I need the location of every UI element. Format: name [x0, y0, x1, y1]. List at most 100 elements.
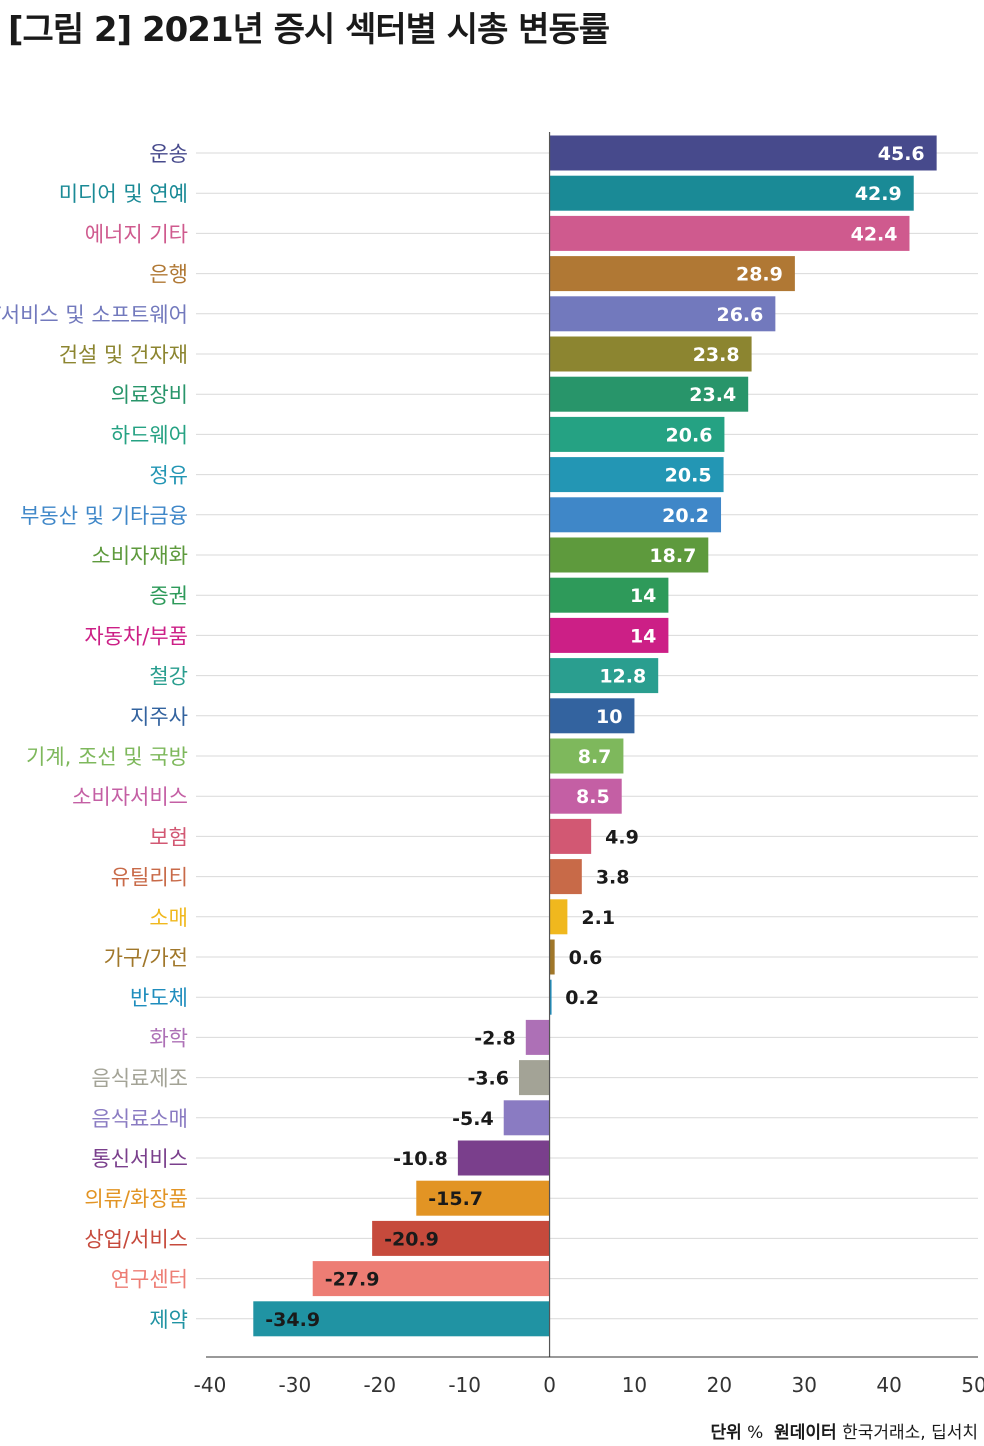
category-label: 소매: [149, 906, 188, 930]
category-label: 반도체: [130, 986, 188, 1010]
category-label: 연구센터: [111, 1268, 188, 1292]
value-label: 0.6: [569, 947, 603, 969]
value-label: 42.4: [851, 223, 898, 245]
category-label: IT서비스 및 소프트웨어: [0, 303, 188, 327]
category-label: 운송: [149, 142, 188, 166]
value-label: -20.9: [384, 1228, 439, 1250]
category-label: 지주사: [130, 705, 188, 729]
value-label: 4.9: [605, 826, 639, 848]
value-label: -10.8: [393, 1148, 448, 1170]
bar: [549, 457, 724, 493]
x-tick-label: 0: [543, 1373, 556, 1397]
bar: [549, 416, 725, 452]
value-label: 3.8: [596, 867, 630, 889]
value-label: -2.8: [474, 1027, 516, 1049]
bar: [549, 617, 669, 653]
bar: [549, 939, 555, 975]
bar: [549, 537, 709, 573]
source-value: 한국거래소, 딥서치: [842, 1423, 978, 1443]
source-label: 원데이터: [774, 1423, 837, 1443]
bar: [549, 899, 568, 935]
value-label: 14: [630, 585, 656, 607]
category-label: 소비자재화: [91, 544, 188, 568]
x-tick-label: 20: [707, 1373, 732, 1397]
category-label: 건설 및 건자재: [59, 343, 188, 367]
x-tick-label: -30: [279, 1373, 312, 1397]
bar: [416, 1180, 550, 1216]
category-label: 기계, 조선 및 국방: [26, 745, 188, 769]
value-label: 23.4: [689, 384, 736, 406]
value-label: 14: [630, 625, 656, 647]
value-label: 20.5: [665, 465, 712, 487]
bar: [549, 215, 910, 251]
value-label: 2.1: [581, 907, 615, 929]
bar: [549, 738, 624, 774]
category-label: 가구/가전: [104, 946, 188, 970]
bar: [549, 859, 582, 895]
x-tick-label: 30: [791, 1373, 816, 1397]
bar: [549, 658, 659, 694]
category-label: 부동산 및 기타금융: [20, 504, 188, 528]
category-label: 유틸리티: [111, 866, 188, 890]
category-label: 음식료제조: [91, 1067, 188, 1091]
bar: [549, 336, 752, 372]
bar: [503, 1100, 550, 1136]
bar: [549, 818, 592, 854]
category-label: 자동차/부품: [84, 624, 188, 648]
value-label: 8.5: [576, 786, 610, 808]
value-label: 42.9: [855, 183, 902, 205]
value-label: 20.2: [662, 505, 709, 527]
bar: [549, 979, 552, 1015]
value-labels: 45.6 42.9 42.4 28.9 26.6 23.8 23.4 20.6 20.5 20.2…: [265, 143, 924, 1331]
x-axis: -40 -30 -20 -10 0 10 20 30 40 50: [194, 1356, 984, 1397]
unit-value: %: [747, 1423, 764, 1443]
value-label: 26.6: [716, 304, 763, 326]
category-label: 소비자서비스: [72, 785, 188, 809]
category-label: 상업/서비스: [84, 1227, 188, 1251]
x-tick-label: -10: [448, 1373, 481, 1397]
bar: [549, 497, 722, 533]
x-tick-label: 50: [961, 1373, 984, 1397]
chart-title: [그림 2] 2021년 증시 섹터별 시총 변동률: [8, 10, 610, 50]
category-label: 음식료소매: [91, 1107, 188, 1131]
bar: [549, 296, 776, 332]
category-label: 철강: [149, 665, 188, 689]
category-label: 화학: [149, 1026, 188, 1050]
category-label: 에너지 기타: [85, 222, 188, 246]
value-label: -15.7: [428, 1188, 483, 1210]
bar: [518, 1060, 550, 1096]
value-label: 45.6: [878, 143, 925, 165]
x-tick-label: 10: [622, 1373, 647, 1397]
value-label: 10: [596, 706, 622, 728]
footer-note: 단위 % 원데이터 한국거래소, 딥서치: [710, 1418, 978, 1443]
value-label: -34.9: [265, 1309, 320, 1331]
bar: [372, 1220, 550, 1256]
value-label: -3.6: [467, 1068, 509, 1090]
category-label: 통신서비스: [91, 1147, 188, 1171]
category-label: 정유: [149, 464, 188, 488]
value-label: 20.6: [666, 424, 713, 446]
bar: [549, 778, 622, 814]
bar: [549, 256, 795, 292]
category-label: 보험: [149, 825, 188, 849]
value-label: 12.8: [599, 666, 646, 688]
category-label: 의류/화장품: [84, 1187, 188, 1211]
category-label: 하드웨어: [111, 423, 188, 447]
bar: [253, 1301, 550, 1337]
unit-label: 단위: [710, 1423, 742, 1443]
bar: [525, 1019, 550, 1055]
x-tick-label: 40: [876, 1373, 901, 1397]
bar: [549, 135, 937, 171]
x-tick-label: -20: [363, 1373, 396, 1397]
value-label: -5.4: [452, 1108, 494, 1130]
value-label: 0.2: [565, 987, 599, 1009]
bar: [549, 376, 749, 412]
bar: [549, 698, 635, 734]
value-label: 18.7: [649, 545, 696, 567]
bar: [312, 1261, 550, 1297]
category-label: 의료장비: [111, 383, 188, 407]
bar: [457, 1140, 550, 1176]
bars: [253, 135, 937, 1337]
category-label: 미디어 및 연예: [59, 182, 188, 206]
